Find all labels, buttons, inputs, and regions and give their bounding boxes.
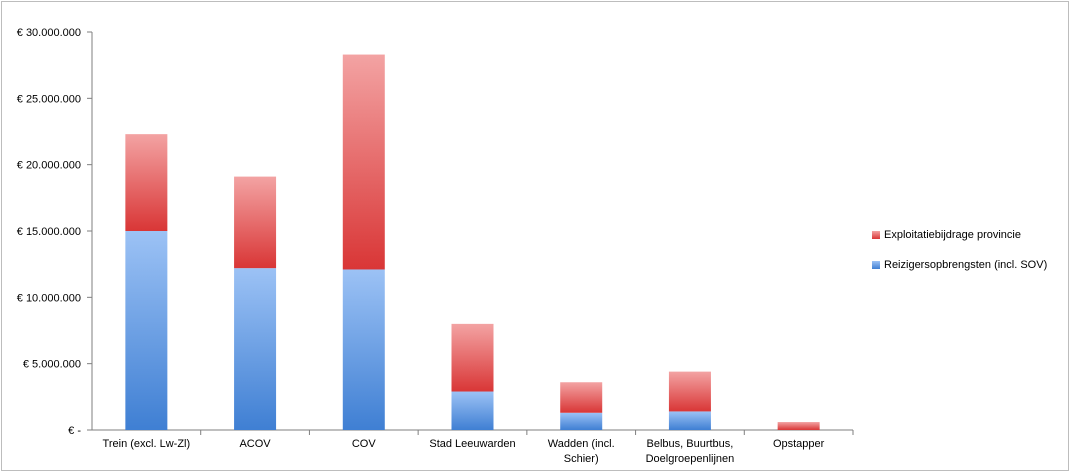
x-tick-label: ACOV <box>239 438 271 450</box>
bar-segment-exploitatiebijdrage <box>234 176 277 269</box>
x-tick-label: COV <box>352 438 377 450</box>
legend: Exploitatiebijdrage provincie Reizigerso… <box>872 227 1047 287</box>
x-tick-label: Schier) <box>564 453 599 465</box>
bar-segment-reizigersopbrengsten <box>668 411 711 430</box>
x-tick-label: Belbus, Buurtbus, <box>647 438 734 450</box>
y-tick-label: € - <box>68 425 81 437</box>
y-tick-label: € 15.000.000 <box>17 226 81 238</box>
y-tick-label: € 10.000.000 <box>17 292 81 304</box>
x-tick-label: Stad Leeuwarden <box>429 438 515 450</box>
bar-segment-reizigersopbrengsten <box>560 412 603 430</box>
y-tick-label: € 30.000.000 <box>17 27 81 39</box>
legend-swatch-red <box>872 231 880 239</box>
x-tick-label: Opstapper <box>773 438 825 450</box>
y-tick-label: € 20.000.000 <box>17 160 81 172</box>
bar-segment-exploitatiebijdrage <box>451 323 494 392</box>
y-tick-label: € 5.000.000 <box>23 359 81 371</box>
bar-segment-exploitatiebijdrage <box>342 54 385 270</box>
y-tick-label: € 25.000.000 <box>17 93 81 105</box>
stacked-bar-chart: € - € 5.000.000 € 10.000.000 € 15.000.000 € … <box>17 27 854 465</box>
legend-swatch-blue <box>872 261 880 269</box>
legend-label: Exploitatiebijdrage provincie <box>884 229 1021 241</box>
bar-segment-exploitatiebijdrage <box>777 422 820 430</box>
x-tick-label: Trein (excl. Lw-Zl) <box>103 438 191 450</box>
bar-segment-exploitatiebijdrage <box>668 371 711 412</box>
bar-segment-exploitatiebijdrage <box>560 382 603 413</box>
bar-segment-exploitatiebijdrage <box>125 134 168 231</box>
x-tick-label: Doelgroepenlijnen <box>646 453 735 465</box>
legend-item-reizigersopbrengsten: Reizigersopbrengsten (incl. SOV) <box>872 257 1047 273</box>
bar-segment-reizigersopbrengsten <box>125 231 168 430</box>
bars-group <box>125 54 820 430</box>
bar-segment-reizigersopbrengsten <box>451 391 494 430</box>
legend-item-exploitatiebijdrage: Exploitatiebijdrage provincie <box>872 227 1047 243</box>
legend-label: Reizigersopbrengsten (incl. SOV) <box>884 259 1048 271</box>
bar-segment-reizigersopbrengsten <box>342 269 385 430</box>
bar-segment-reizigersopbrengsten <box>234 268 277 430</box>
x-tick-label: Wadden (incl. <box>548 438 615 450</box>
labels-group: € - € 5.000.000 € 10.000.000 € 15.000.000 € … <box>17 27 825 465</box>
